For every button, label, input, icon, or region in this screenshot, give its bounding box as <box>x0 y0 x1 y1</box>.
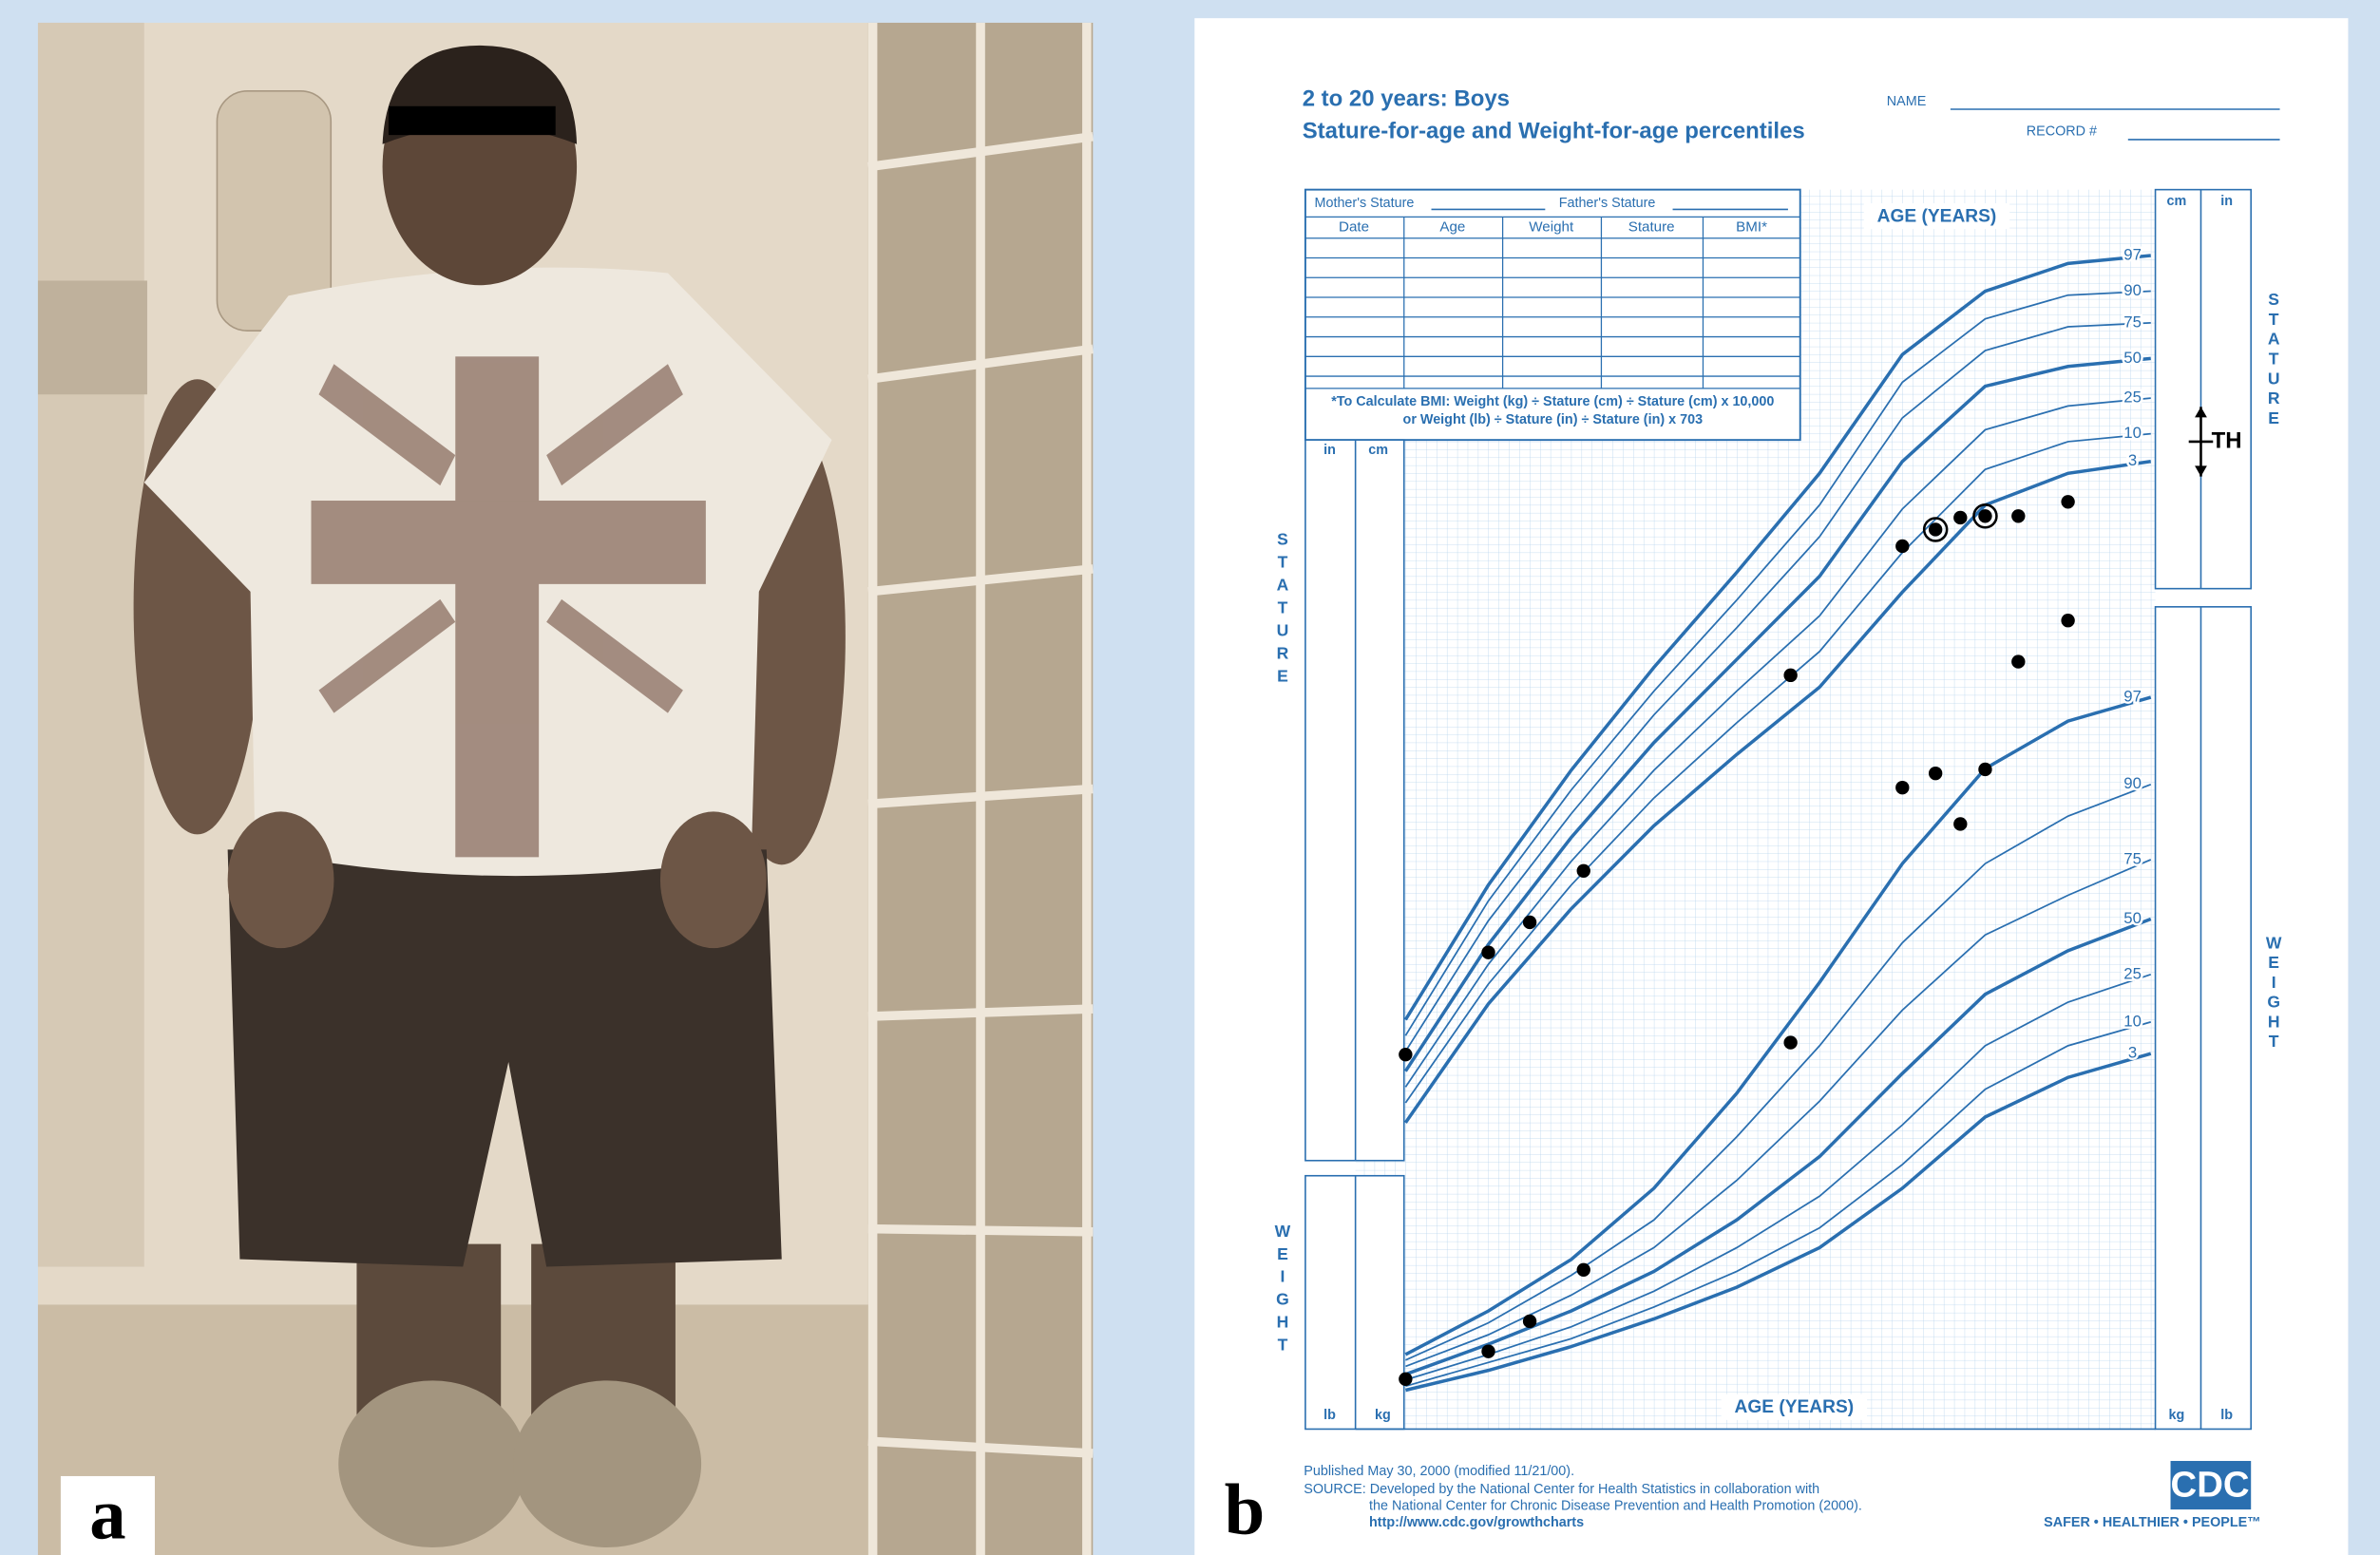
column-header: Date <box>1339 219 1369 236</box>
curve-label: 75 <box>2123 313 2142 331</box>
curve-label: 90 <box>2123 281 2142 299</box>
eye-bar <box>389 106 556 135</box>
patient-point <box>1929 522 1942 536</box>
bmi-note: *To Calculate BMI: Weight (kg) ÷ Stature… <box>1331 394 1774 409</box>
patient-point <box>1481 1344 1495 1357</box>
curve-label: 25 <box>2123 964 2142 982</box>
right-foot <box>513 1380 701 1547</box>
unit-label: kg <box>1375 1408 1391 1423</box>
chart-title: 2 to 20 years: Boys <box>1303 86 1510 112</box>
column-header: Stature <box>1628 219 1675 236</box>
curve-label: 10 <box>2123 1012 2142 1030</box>
annotation: TH <box>2212 427 2242 453</box>
patient-point <box>1953 817 1967 830</box>
mothers-stature: Mother's Stature <box>1315 196 1415 211</box>
scale-device <box>38 280 147 394</box>
figure: a b 2 to 20 years: Boys Stature-for-age … <box>0 0 2380 1555</box>
page-body: {"panels":{"a":{"label":"a"},"b":{"label… <box>0 0 2380 1555</box>
curve-label: 50 <box>2123 349 2142 367</box>
unit-label: in <box>1323 443 1336 458</box>
chart-subtitle: Stature-for-age and Weight-for-age perce… <box>1303 118 1805 143</box>
patient-point <box>1783 1035 1797 1049</box>
unit-label: cm <box>1368 443 1388 458</box>
x-axis-label: AGE (YEARS) <box>1735 1397 1855 1417</box>
patient-point <box>1399 1373 1412 1386</box>
weight-right-axis <box>2156 607 2252 1430</box>
panel-label: a <box>89 1473 125 1554</box>
name-label: NAME <box>1887 94 1927 109</box>
patient-point <box>1523 916 1536 929</box>
left-hand <box>228 811 334 948</box>
curve-label: 97 <box>2123 688 2142 706</box>
unit-label: lb <box>2220 1408 2233 1423</box>
unit-label: cm <box>2167 194 2187 209</box>
patient-point <box>1399 1048 1412 1061</box>
record-label: RECORD # <box>2027 124 2097 140</box>
patient-point <box>2011 654 2025 668</box>
unit-label: lb <box>1323 1408 1336 1423</box>
patient-point <box>1783 669 1797 682</box>
published-note: Published May 30, 2000 (modified 11/21/0… <box>1304 1464 1574 1479</box>
curve-label: 25 <box>2123 389 2142 407</box>
photo: a <box>38 23 1093 1555</box>
left-foot <box>338 1380 526 1547</box>
curve-label: 90 <box>2123 774 2142 792</box>
curve-label: 75 <box>2123 849 2142 867</box>
page: Growth chart figure html,body{margin:0;p… <box>0 0 2380 1555</box>
patient-point <box>2061 495 2074 508</box>
url-note: http://www.cdc.gov/growthcharts <box>1369 1515 1584 1530</box>
patient-point <box>1978 763 1991 776</box>
tagline: SAFER • HEALTHIER • PEOPLE™ <box>2044 1515 2260 1530</box>
source-note: the National Center for Chronic Disease … <box>1369 1499 1862 1514</box>
x-axis-label: AGE (YEARS) <box>1877 206 1997 226</box>
patient-point <box>1953 511 1967 524</box>
unit-label: kg <box>2169 1408 2185 1423</box>
fathers-stature: Father's Stature <box>1559 196 1656 211</box>
patient-point <box>1577 1263 1590 1277</box>
right-hand <box>660 811 767 948</box>
patient-point <box>1978 509 1991 522</box>
column-header: BMI* <box>1736 219 1767 236</box>
patient-point <box>1577 864 1590 878</box>
door-frame <box>38 23 144 1267</box>
column-header: Weight <box>1529 219 1574 236</box>
patient-point <box>2061 614 2074 627</box>
patient-point <box>1895 781 1909 794</box>
patient-point <box>1523 1315 1536 1328</box>
source-note: SOURCE: Developed by the National Center… <box>1304 1482 1819 1497</box>
stature-right-axis <box>2156 190 2252 589</box>
panel-label: b <box>1225 1470 1266 1550</box>
bmi-note: or Weight (lb) ÷ Stature (in) ÷ Stature … <box>1403 412 1704 427</box>
curve-label: 3 <box>2128 1044 2137 1062</box>
patient-point <box>1895 540 1909 553</box>
logo: CDC <box>2171 1464 2250 1505</box>
curve-label: 50 <box>2123 909 2142 927</box>
patient-point <box>1481 945 1495 958</box>
curve-label: 10 <box>2123 424 2142 442</box>
patient-point <box>1929 767 1942 780</box>
curve-label: 3 <box>2128 451 2137 469</box>
column-header: Age <box>1439 219 1465 236</box>
unit-label: in <box>2220 194 2233 209</box>
curve-label: 97 <box>2123 245 2142 263</box>
patient-point <box>2011 509 2025 522</box>
